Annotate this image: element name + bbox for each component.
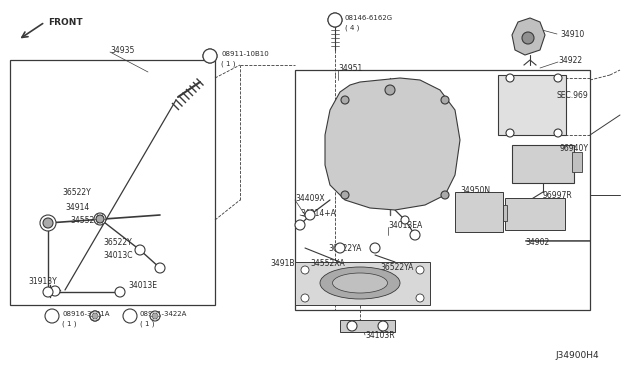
- Circle shape: [90, 311, 100, 321]
- Circle shape: [554, 74, 562, 82]
- Circle shape: [150, 311, 160, 321]
- Text: J34900H4: J34900H4: [555, 350, 598, 359]
- Circle shape: [441, 191, 449, 199]
- Circle shape: [378, 321, 388, 331]
- Text: B: B: [333, 17, 337, 22]
- Bar: [498, 75, 566, 135]
- Text: N: N: [208, 54, 212, 58]
- Circle shape: [347, 321, 357, 331]
- Circle shape: [92, 313, 98, 319]
- Text: ( 1 ): ( 1 ): [62, 321, 77, 327]
- Text: 34013E: 34013E: [128, 280, 157, 289]
- Ellipse shape: [320, 267, 400, 299]
- Circle shape: [295, 220, 305, 230]
- Circle shape: [90, 311, 100, 321]
- Text: FRONT: FRONT: [48, 17, 83, 26]
- Text: 34902: 34902: [525, 237, 549, 247]
- Circle shape: [203, 49, 217, 63]
- Text: 34914+A: 34914+A: [300, 208, 336, 218]
- Text: ( 1 ): ( 1 ): [221, 61, 236, 67]
- Circle shape: [328, 13, 342, 27]
- Text: 34013C: 34013C: [103, 250, 132, 260]
- Bar: [572, 152, 582, 172]
- Circle shape: [416, 266, 424, 274]
- Circle shape: [410, 230, 420, 240]
- Circle shape: [50, 286, 60, 296]
- Circle shape: [301, 294, 309, 302]
- Text: N: N: [50, 314, 54, 318]
- Circle shape: [97, 215, 104, 222]
- Text: 34951: 34951: [338, 64, 362, 73]
- Text: 36522YA: 36522YA: [380, 263, 413, 273]
- Circle shape: [43, 287, 53, 297]
- Text: 34552X: 34552X: [70, 215, 99, 224]
- Circle shape: [506, 129, 514, 137]
- Text: 36522YA: 36522YA: [328, 244, 362, 253]
- Bar: [295, 70, 590, 310]
- Bar: [497, 205, 507, 221]
- Text: 08146-6162G: 08146-6162G: [345, 15, 393, 21]
- Text: 34935: 34935: [110, 45, 134, 55]
- Circle shape: [94, 213, 106, 225]
- Text: 34950N: 34950N: [460, 186, 490, 195]
- Text: 96997R: 96997R: [543, 190, 573, 199]
- Text: 36522Y: 36522Y: [62, 187, 91, 196]
- Circle shape: [416, 294, 424, 302]
- Bar: [10, 60, 215, 305]
- Text: 34914: 34914: [65, 202, 89, 212]
- Circle shape: [328, 13, 342, 27]
- Circle shape: [401, 216, 409, 224]
- Circle shape: [305, 210, 315, 220]
- Bar: [512, 145, 574, 183]
- Text: 08911-3422A: 08911-3422A: [140, 311, 188, 317]
- Circle shape: [385, 85, 395, 95]
- Circle shape: [370, 243, 380, 253]
- Text: N: N: [208, 54, 212, 58]
- Bar: [455, 192, 503, 232]
- Text: 08911-10B10: 08911-10B10: [221, 51, 269, 57]
- Polygon shape: [325, 78, 460, 210]
- Text: B: B: [333, 17, 337, 22]
- Circle shape: [135, 245, 145, 255]
- Circle shape: [341, 191, 349, 199]
- Text: 34409X: 34409X: [295, 193, 324, 202]
- Circle shape: [123, 309, 137, 323]
- Polygon shape: [512, 18, 545, 55]
- Polygon shape: [340, 320, 395, 332]
- Text: 34552XA: 34552XA: [310, 259, 345, 267]
- Text: 34922: 34922: [558, 55, 582, 64]
- Text: 34013EA: 34013EA: [388, 221, 422, 230]
- Text: 31913Y: 31913Y: [28, 278, 57, 286]
- Circle shape: [96, 215, 104, 223]
- Ellipse shape: [333, 273, 387, 293]
- Polygon shape: [295, 262, 430, 305]
- Text: 08916-3421A: 08916-3421A: [62, 311, 109, 317]
- Circle shape: [335, 243, 345, 253]
- Circle shape: [341, 96, 349, 104]
- Circle shape: [522, 32, 534, 44]
- Text: SEC.969: SEC.969: [557, 90, 589, 99]
- Text: ( 1 ): ( 1 ): [140, 321, 154, 327]
- Text: 36522Y: 36522Y: [103, 237, 132, 247]
- Circle shape: [45, 309, 59, 323]
- Circle shape: [301, 266, 309, 274]
- Text: 34910: 34910: [560, 29, 584, 38]
- Circle shape: [554, 129, 562, 137]
- Circle shape: [115, 287, 125, 297]
- Circle shape: [441, 96, 449, 104]
- Circle shape: [203, 49, 217, 63]
- Circle shape: [506, 74, 514, 82]
- Circle shape: [43, 218, 53, 228]
- Text: N: N: [128, 314, 132, 318]
- Circle shape: [155, 263, 165, 273]
- Bar: [505, 198, 565, 230]
- Text: 34103R: 34103R: [365, 330, 395, 340]
- Circle shape: [152, 313, 158, 319]
- Text: 96940Y: 96940Y: [560, 144, 589, 153]
- Text: 3491B: 3491B: [270, 259, 294, 267]
- Text: ( 4 ): ( 4 ): [345, 25, 360, 31]
- Circle shape: [40, 215, 56, 231]
